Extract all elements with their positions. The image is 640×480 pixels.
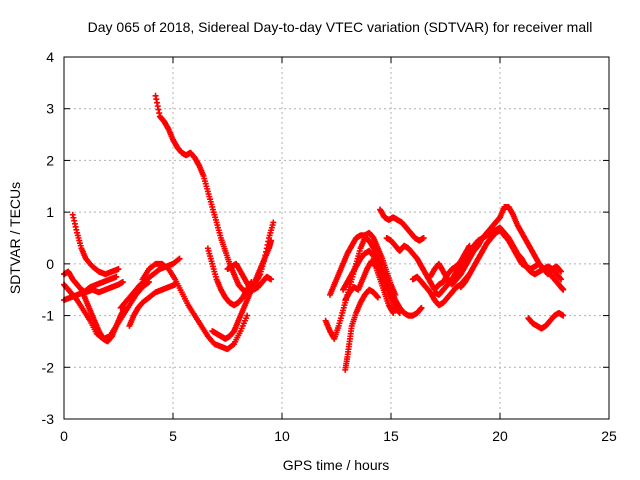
data-point [558,276,565,283]
series-arc18 [377,206,427,244]
series-arc15 [340,247,403,316]
series-arc12 [224,260,275,293]
chart-title: Day 065 of 2018, Sidereal Day-to-day VTE… [88,19,593,35]
x-tick-label: 0 [60,428,68,444]
data-point [176,255,183,262]
y-tick-label: 1 [46,204,54,220]
y-axis-label: SDTVAR / TECUs [7,182,23,294]
series-arc21 [427,203,565,288]
y-tick-label: -2 [42,359,55,375]
data-point [392,291,399,298]
data-point [560,286,567,293]
axis-tick-labels: 0 5 10 15 20 25 -3 -2 -1 0 1 2 3 4 [42,49,617,444]
y-tick-label: 4 [46,49,54,65]
data-point [420,235,427,241]
series-arc23 [457,227,551,291]
series-arc24 [525,309,567,332]
data-point [268,237,275,244]
y-tick-label: 3 [46,101,54,117]
data-point [396,309,403,316]
x-axis-label: GPS time / hours [283,457,390,473]
series-arc25 [544,268,567,293]
data-point [418,304,425,311]
data-point [268,276,275,283]
series-arc20 [409,271,473,309]
data-point [374,294,381,301]
data-points [61,92,567,373]
series-arc11 [209,237,275,342]
data-point [115,266,122,273]
data-point [113,273,120,280]
series-arc14 [326,229,399,298]
y-tick-label: -1 [42,308,55,324]
x-tick-label: 15 [383,428,399,444]
data-point [558,268,565,275]
y-tick-label: -3 [42,411,55,427]
series-arc5 [78,286,129,345]
y-tick-label: 0 [46,256,54,272]
y-tick-label: 2 [46,152,54,168]
x-tick-label: 5 [169,428,177,444]
series-arc8 [139,260,251,353]
data-point [270,219,277,226]
series-arc17 [342,286,381,373]
x-tick-label: 20 [492,428,508,444]
data-point [560,312,567,319]
data-point [119,278,126,285]
series-arc7 [126,281,179,329]
x-tick-label: 25 [601,428,617,444]
data-point [229,341,236,348]
series-arc16 [342,258,397,316]
data-point [390,309,397,316]
plot-frame [63,56,610,420]
series-arc3 [69,211,122,278]
data-point [244,312,251,319]
x-tick-label: 10 [274,428,290,444]
data-point [175,256,182,263]
